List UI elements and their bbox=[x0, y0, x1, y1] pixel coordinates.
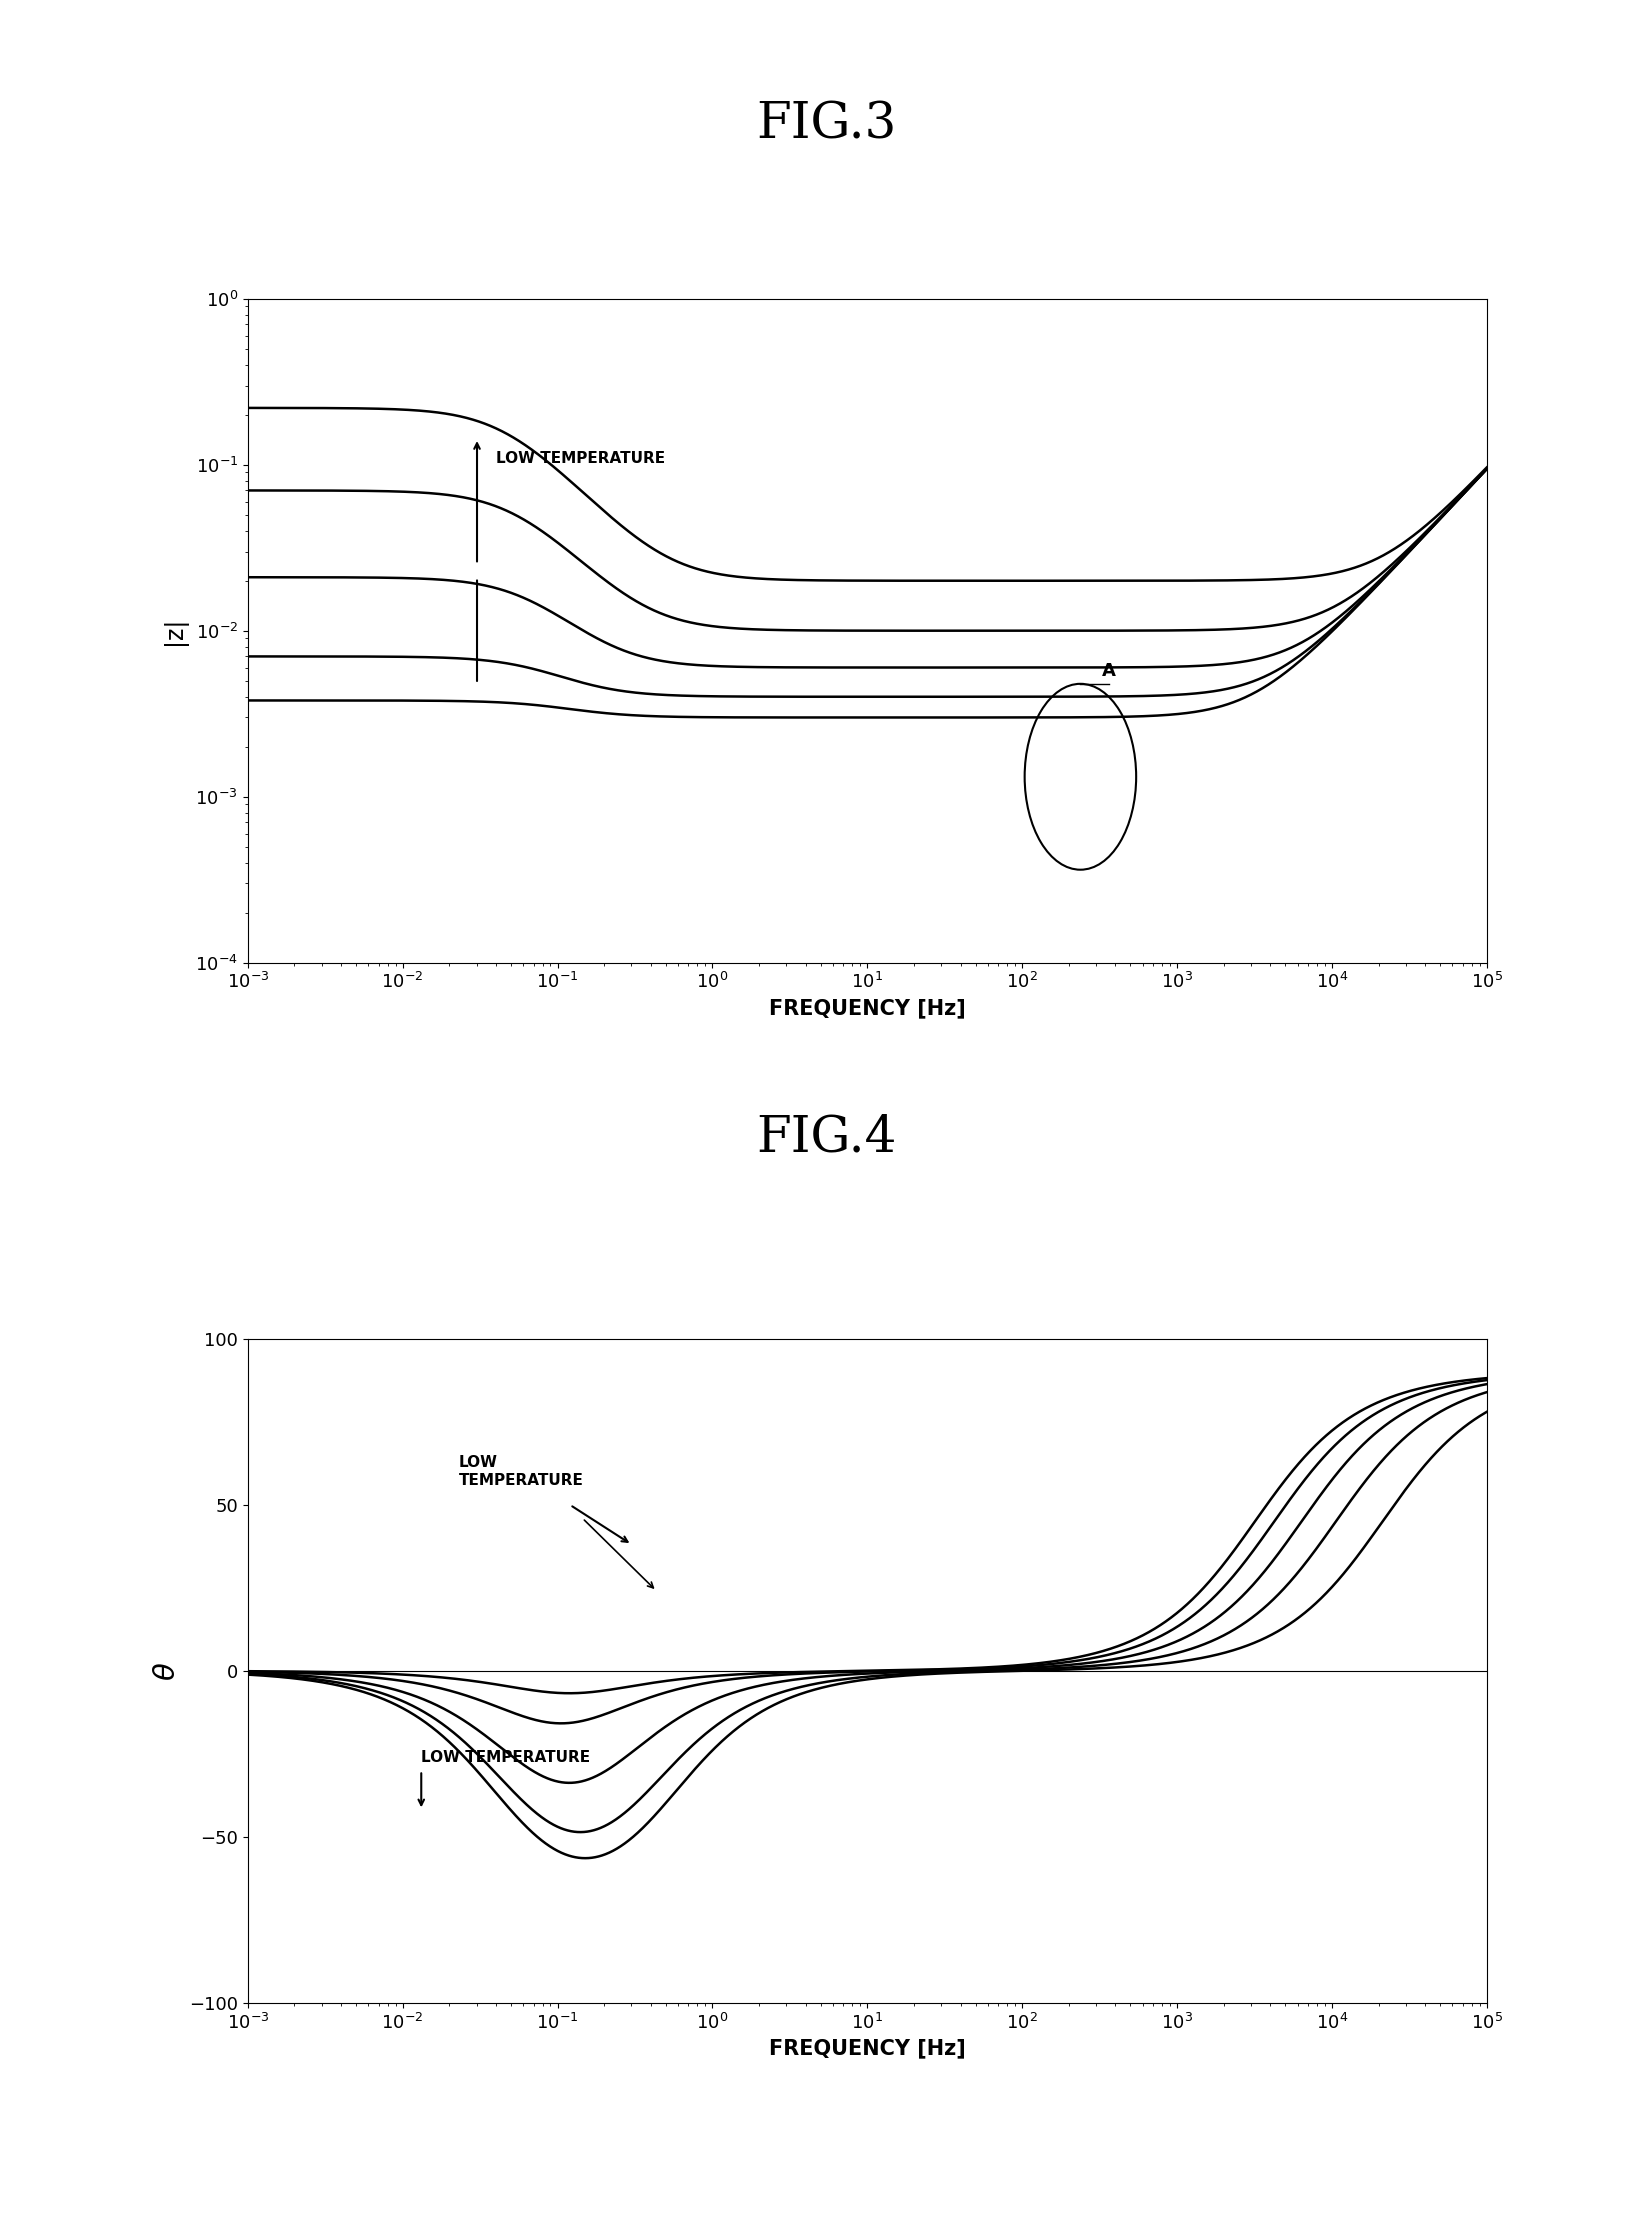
Text: LOW TEMPERATURE: LOW TEMPERATURE bbox=[496, 451, 664, 465]
Text: LOW
TEMPERATURE: LOW TEMPERATURE bbox=[459, 1456, 583, 1487]
Y-axis label: θ: θ bbox=[152, 1662, 180, 1680]
Text: A: A bbox=[1102, 662, 1115, 679]
X-axis label: FREQUENCY [Hz]: FREQUENCY [Hz] bbox=[768, 998, 966, 1018]
X-axis label: FREQUENCY [Hz]: FREQUENCY [Hz] bbox=[768, 2038, 966, 2058]
Y-axis label: |z|: |z| bbox=[162, 617, 187, 644]
Text: FIG.3: FIG.3 bbox=[757, 100, 895, 148]
Text: LOW TEMPERATURE: LOW TEMPERATURE bbox=[421, 1750, 590, 1764]
Text: FIG.4: FIG.4 bbox=[757, 1113, 895, 1162]
